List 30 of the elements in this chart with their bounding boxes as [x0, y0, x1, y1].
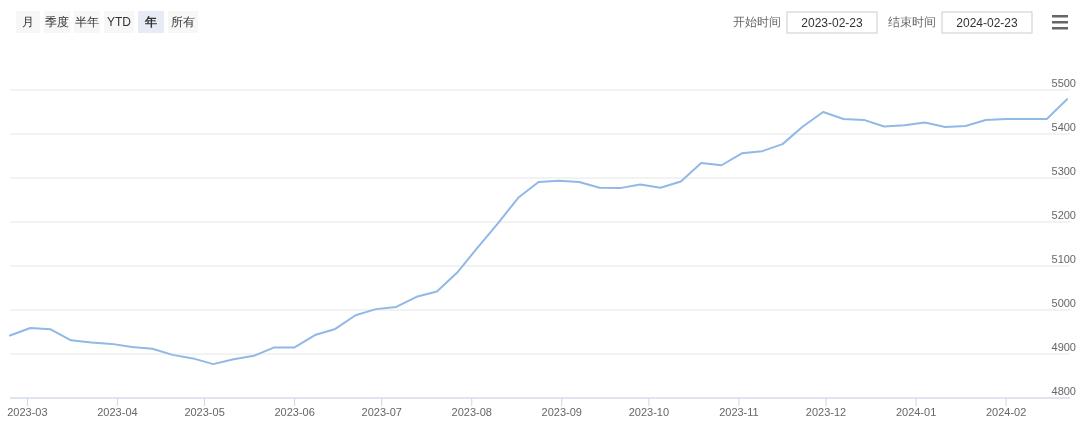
x-tick-label: 2024-02 [985, 406, 1027, 418]
text: 季度 [45, 15, 69, 29]
y-tick-label: 4900 [1051, 341, 1076, 353]
x-tick-label: 2023-07 [361, 406, 402, 418]
y-tick-label: 5000 [1051, 297, 1076, 309]
x-tick-label: 2023-11 [719, 406, 759, 418]
x-tick-label: 2023-03 [7, 406, 48, 418]
x-tick-label: 2023-05 [184, 406, 225, 418]
x-tick-label: 2024-01 [895, 406, 937, 418]
text: 开始时间 [733, 15, 781, 29]
x-tick-label: 2023-10 [628, 406, 670, 418]
y-tick-label: 5400 [1051, 121, 1076, 133]
x-tick-label: 2023-06 [274, 406, 315, 418]
text: 结束时间 [888, 15, 936, 29]
text: 2024-02-23 [956, 16, 1019, 30]
text: YTD [107, 15, 132, 29]
text: 所有 [171, 15, 195, 29]
y-tick-label: 4800 [1051, 385, 1076, 397]
y-tick-label: 5300 [1051, 165, 1076, 177]
y-tick-label: 5100 [1051, 253, 1076, 265]
x-tick-label: 2023-09 [541, 406, 582, 418]
text: 年 [144, 15, 157, 29]
x-tick-label: 2023-08 [451, 406, 492, 418]
text: 半年 [75, 15, 99, 29]
text: 月 [22, 15, 34, 29]
y-tick-label: 5200 [1051, 209, 1076, 221]
x-tick-label: 2023-12 [805, 406, 847, 418]
text: 2023-02-23 [801, 16, 864, 30]
x-tick-label: 2023-04 [97, 406, 138, 418]
y-tick-label: 5500 [1051, 77, 1076, 89]
